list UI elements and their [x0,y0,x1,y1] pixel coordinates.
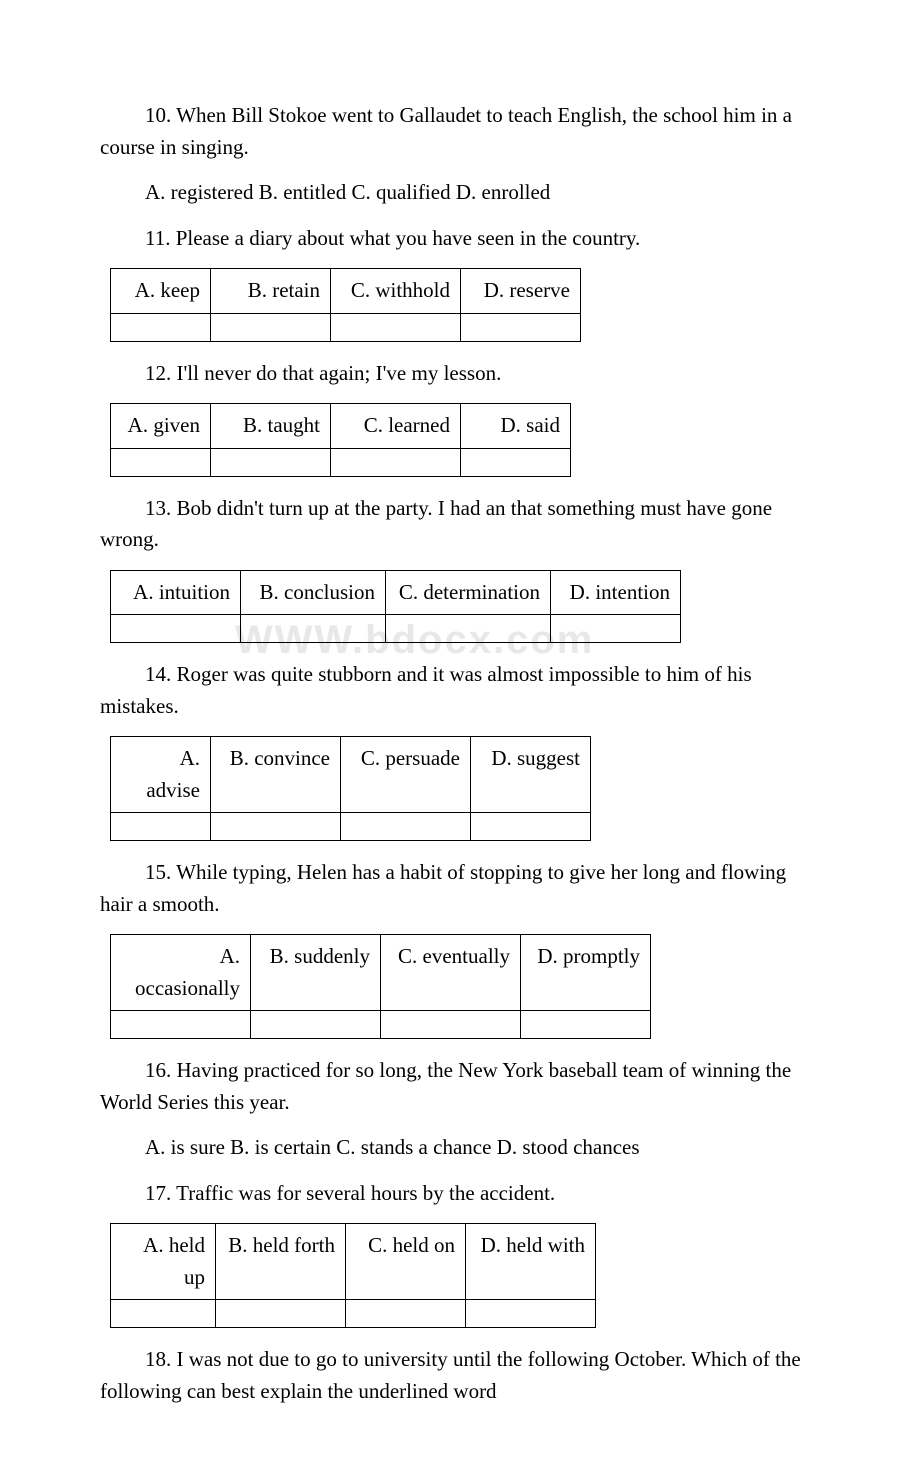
question-13-text: 13. Bob didn't turn up at the party. I h… [100,493,820,556]
table-row-empty [111,1300,596,1328]
option-cell: A. advise [111,737,211,813]
empty-cell [331,313,461,341]
empty-cell [111,615,241,643]
empty-cell [466,1300,596,1328]
empty-cell [111,1011,251,1039]
question-11-text: 11. Please a diary about what you have s… [100,223,820,255]
question-16-options: A. is sure B. is certain C. stands a cha… [100,1132,820,1164]
empty-cell [211,448,331,476]
question-13-table: A. intuition B. conclusion C. determinat… [110,570,681,644]
empty-cell [341,813,471,841]
question-14-text: 14. Roger was quite stubborn and it was … [100,659,820,722]
table-row-empty [111,313,581,341]
empty-cell [251,1011,381,1039]
option-cell: D. said [461,404,571,449]
table-row-empty [111,813,591,841]
option-cell: A. given [111,404,211,449]
option-cell: A. held up [111,1224,216,1300]
question-10-text: 10. When Bill Stokoe went to Gallaudet t… [100,100,820,163]
option-cell: B. suddenly [251,935,381,1011]
option-cell: B. retain [211,269,331,314]
option-cell: D. reserve [461,269,581,314]
question-16-text: 16. Having practiced for so long, the Ne… [100,1055,820,1118]
option-cell: C. eventually [381,935,521,1011]
option-cell: A. occasionally [111,935,251,1011]
question-12-table: A. given B. taught C. learned D. said [110,403,571,477]
option-cell: B. held forth [216,1224,346,1300]
option-cell: C. withhold [331,269,461,314]
option-cell: C. learned [331,404,461,449]
option-cell: D. intention [551,570,681,615]
question-14-table: A. advise B. convince C. persuade D. sug… [110,736,591,841]
empty-cell [111,1300,216,1328]
question-15-table: A. occasionally B. suddenly C. eventuall… [110,934,651,1039]
empty-cell [111,813,211,841]
empty-cell [521,1011,651,1039]
option-cell: D. promptly [521,935,651,1011]
table-row: A. given B. taught C. learned D. said [111,404,571,449]
question-10-options: A. registered B. entitled C. qualified D… [100,177,820,209]
empty-cell [551,615,681,643]
option-cell: A. intuition [111,570,241,615]
table-row-empty [111,615,681,643]
empty-cell [211,813,341,841]
empty-cell [211,313,331,341]
empty-cell [346,1300,466,1328]
table-row: A. held up B. held forth C. held on D. h… [111,1224,596,1300]
question-17-text: 17. Traffic was for several hours by the… [100,1178,820,1210]
empty-cell [471,813,591,841]
table-row: A. advise B. convince C. persuade D. sug… [111,737,591,813]
empty-cell [461,313,581,341]
empty-cell [216,1300,346,1328]
table-row-empty [111,448,571,476]
question-15-text: 15. While typing, Helen has a habit of s… [100,857,820,920]
question-17-table: A. held up B. held forth C. held on D. h… [110,1223,596,1328]
question-18-text: 18. I was not due to go to university un… [100,1344,820,1407]
table-row-empty [111,1011,651,1039]
option-cell: B. convince [211,737,341,813]
table-row: A. intuition B. conclusion C. determinat… [111,570,681,615]
table-row: A. occasionally B. suddenly C. eventuall… [111,935,651,1011]
question-11-table: A. keep B. retain C. withhold D. reserve [110,268,581,342]
empty-cell [381,1011,521,1039]
empty-cell [241,615,386,643]
option-cell: B. taught [211,404,331,449]
option-cell: C. determination [386,570,551,615]
option-cell: B. conclusion [241,570,386,615]
empty-cell [111,313,211,341]
option-cell: C. persuade [341,737,471,813]
table-row: A. keep B. retain C. withhold D. reserve [111,269,581,314]
option-cell: D. suggest [471,737,591,813]
option-cell: C. held on [346,1224,466,1300]
empty-cell [461,448,571,476]
question-12-text: 12. I'll never do that again; I've my le… [100,358,820,390]
option-cell: D. held with [466,1224,596,1300]
option-cell: A. keep [111,269,211,314]
empty-cell [386,615,551,643]
empty-cell [331,448,461,476]
empty-cell [111,448,211,476]
